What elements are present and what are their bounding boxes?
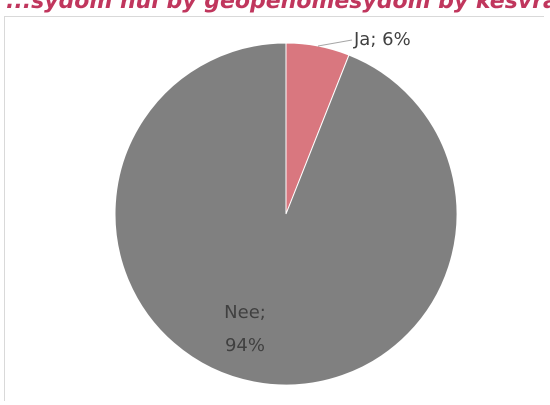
data-label-nee-line2: 94% — [225, 335, 265, 356]
leader-line-ja — [317, 39, 353, 47]
chart-frame — [4, 16, 544, 401]
data-label-ja: Ja; 6% — [353, 29, 411, 50]
data-label-nee-line1: Nee; — [224, 302, 266, 323]
chart-title-cropped: ...sydom hul by geopenomesydom by kesvra… — [6, 0, 550, 14]
pie-slice-nee — [114, 42, 458, 386]
header-band: ...sydom hul by geopenomesydom by kesvra… — [0, 0, 550, 20]
